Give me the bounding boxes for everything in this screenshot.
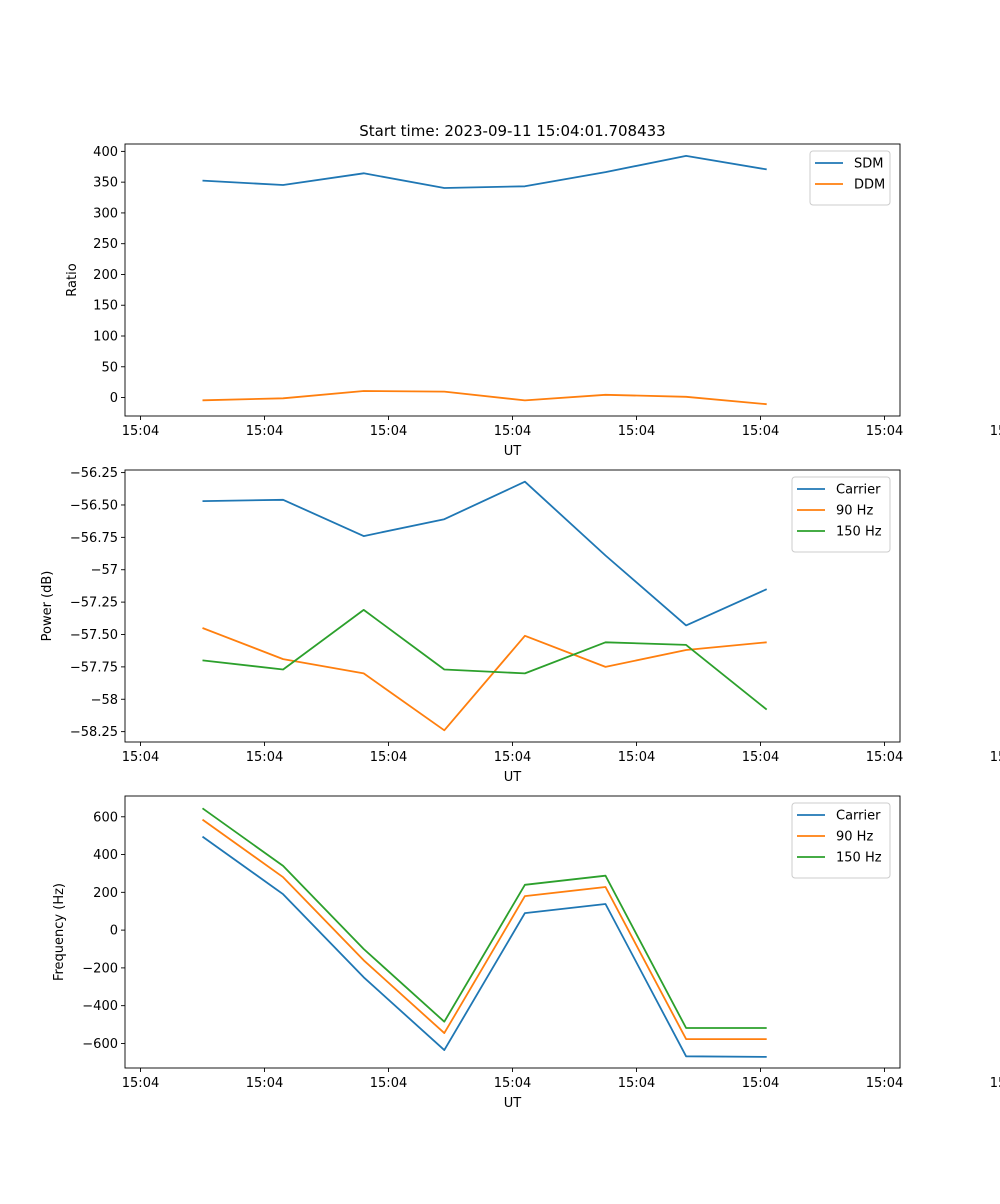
x-tick-label: 15:04: [494, 424, 531, 439]
y-tick-label: −58: [91, 693, 118, 708]
series-line-150-hz: [202, 609, 768, 711]
series-line-carrier: [201, 835, 767, 1058]
legend: Carrier 90 Hz 150 Hz: [791, 476, 891, 553]
y-tick-label: −56.75: [70, 531, 118, 546]
y-tick-label: 150: [93, 299, 118, 314]
x-tick-label: 15:04: [494, 1076, 531, 1091]
y-tick-label: 200: [93, 268, 118, 283]
x-tick-label: 15:04: [742, 1076, 779, 1091]
chart-2: 15:04 15:04 15:04 15:04 15:04 15:04 15:04 15:05…: [40, 466, 1000, 785]
x-tick-label: 15:05: [990, 1076, 1000, 1091]
x-tick-label: 15:04: [370, 1076, 407, 1091]
axes-frame: [124, 795, 901, 1069]
x-tick-label: 15:04: [742, 424, 779, 439]
y-tick-label: 100: [93, 330, 118, 345]
y-axis-label: Frequency (Hz): [52, 883, 67, 981]
series-line-carrier: [202, 480, 768, 627]
legend-label: 150 Hz: [836, 525, 882, 540]
series-line-sdm: [202, 154, 767, 189]
x-tick-label: 15:04: [618, 1076, 655, 1091]
x-tick-label: 15:04: [370, 750, 407, 765]
chart-3: 15:04 15:04 15:04 15:04 15:04 15:04 15:04 15:05…: [52, 795, 1000, 1111]
x-axis-label: UT: [504, 444, 522, 459]
x-tick-label: 15:04: [370, 424, 407, 439]
x-tick-label: 15:04: [246, 1076, 283, 1091]
legend-label: Carrier: [836, 483, 881, 498]
series-line-90-hz: [201, 818, 767, 1040]
x-tick-label: 15:04: [742, 750, 779, 765]
y-tick-label: 300: [93, 206, 118, 221]
y-tick-label: 400: [93, 145, 118, 160]
legend-label: 150 Hz: [836, 851, 882, 866]
legend-box: [791, 476, 891, 553]
y-tick-label: −56.25: [70, 466, 118, 481]
x-tick-label: 15:05: [990, 750, 1000, 765]
series-line-90-hz: [202, 627, 767, 732]
y-tick-label: 0: [110, 924, 118, 939]
y-tick-label: 50: [101, 360, 118, 375]
series-line-ddm: [202, 390, 767, 406]
legend-box: [809, 150, 891, 206]
x-tick-label: 15:04: [246, 750, 283, 765]
y-tick-label: −600: [82, 1037, 118, 1052]
y-tick-label: 600: [93, 810, 118, 825]
figure-title: Start time: 2023-09-11 15:04:01.708433: [359, 122, 665, 140]
y-tick-label: −200: [82, 961, 118, 976]
x-axis-label: UT: [504, 770, 522, 785]
legend-label: DDM: [854, 178, 885, 193]
x-axis-label: UT: [504, 1096, 522, 1111]
y-tick-label: −57.25: [70, 596, 118, 611]
axes-frame: [124, 143, 901, 417]
y-tick-label: −400: [82, 999, 118, 1014]
legend-label: 90 Hz: [836, 504, 873, 519]
y-tick-label: −56.50: [70, 498, 118, 513]
legend-label: Carrier: [836, 809, 881, 824]
x-tick-label: 15:04: [246, 424, 283, 439]
x-tick-label: 15:05: [990, 424, 1000, 439]
legend-box: [791, 802, 891, 879]
y-tick-label: 350: [93, 176, 118, 191]
y-tick-label: −57.50: [70, 628, 118, 643]
x-tick-label: 15:04: [122, 424, 159, 439]
x-tick-label: 15:04: [866, 750, 903, 765]
series-line-150-hz: [201, 807, 767, 1029]
x-tick-label: 15:04: [866, 424, 903, 439]
x-tick-label: 15:04: [618, 424, 655, 439]
y-axis-label: Power (dB): [40, 571, 55, 642]
y-tick-label: 200: [93, 886, 118, 901]
y-tick-label: −57: [91, 563, 118, 578]
y-tick-label: 250: [93, 237, 118, 252]
x-tick-label: 15:04: [866, 1076, 903, 1091]
legend: Carrier 90 Hz 150 Hz: [791, 802, 891, 879]
y-tick-label: 400: [93, 848, 118, 863]
y-tick-label: −57.75: [70, 660, 118, 675]
legend-label: SDM: [854, 157, 883, 172]
chart-1: 15:04 15:04 15:04 15:04 15:04 15:04 15:04 15:05…: [65, 143, 1000, 459]
axes-frame: [124, 469, 901, 743]
legend: SDM DDM: [809, 150, 891, 206]
y-tick-label: 0: [110, 391, 118, 406]
y-axis-label: Ratio: [65, 263, 80, 296]
y-tick-label: −58.25: [70, 725, 118, 740]
x-tick-label: 15:04: [494, 750, 531, 765]
legend-label: 90 Hz: [836, 830, 873, 845]
x-tick-label: 15:04: [122, 750, 159, 765]
x-tick-label: 15:04: [618, 750, 655, 765]
x-tick-label: 15:04: [122, 1076, 159, 1091]
